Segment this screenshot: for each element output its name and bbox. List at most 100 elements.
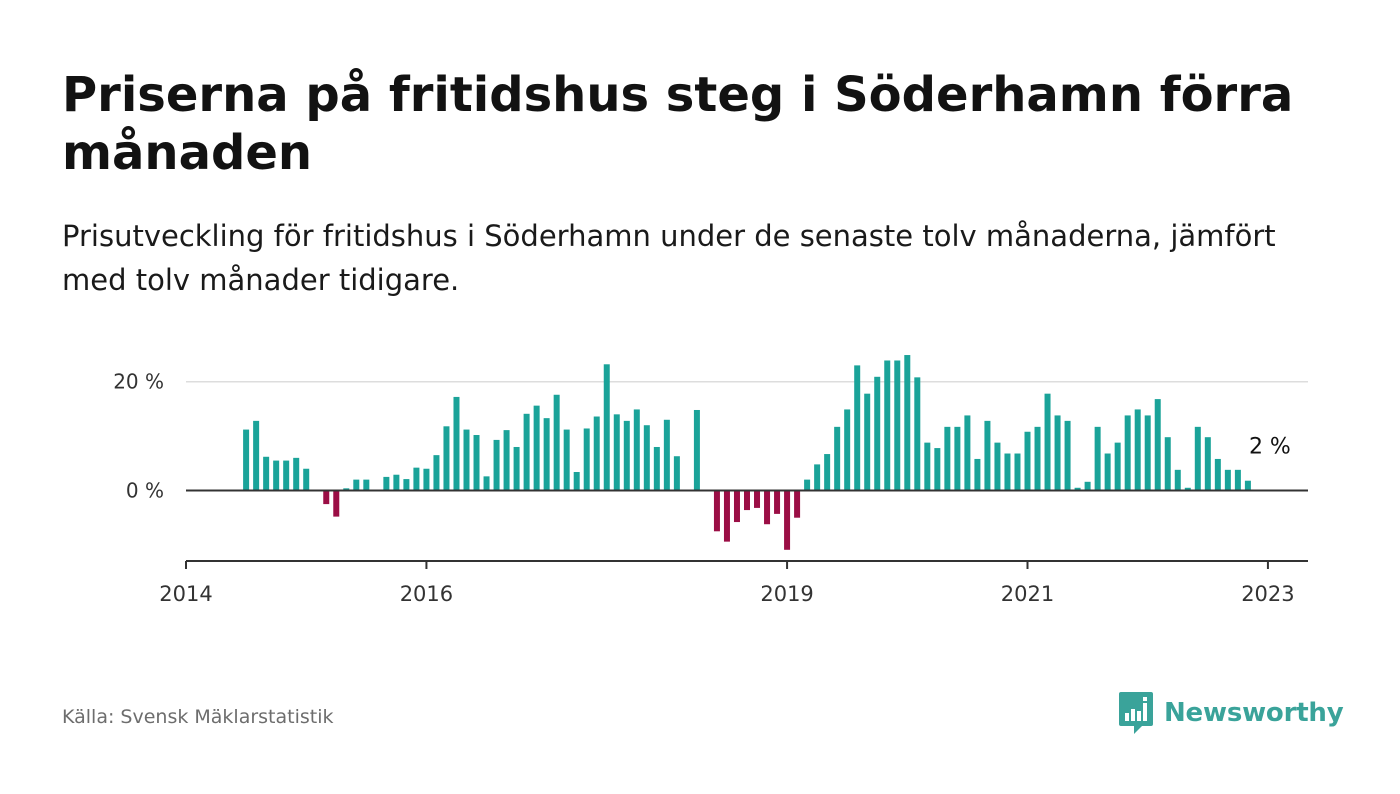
bar: [1194, 426, 1201, 491]
bar: [1064, 420, 1071, 491]
bar: [1014, 453, 1021, 491]
bar: [1084, 481, 1091, 491]
bar: [774, 490, 781, 514]
y-tick-label: 0 %: [126, 479, 164, 503]
bar: [954, 426, 961, 491]
bar: [904, 355, 911, 491]
bar: [1074, 487, 1081, 491]
bar: [1054, 415, 1061, 491]
bar: [944, 426, 951, 491]
bar: [874, 376, 881, 491]
bar: [1214, 458, 1221, 491]
bar: [1134, 409, 1141, 491]
bar: [553, 394, 560, 491]
y-axis-ticks: 0 % 20 %: [113, 370, 164, 503]
bar: [1124, 415, 1131, 491]
bar: [984, 420, 991, 491]
bar: [1234, 469, 1241, 491]
bar: [844, 409, 851, 491]
bar: [263, 456, 270, 491]
bar: [1044, 393, 1051, 491]
x-tick-label: 2014: [159, 582, 212, 606]
last-value-annotation: 2 %: [1249, 435, 1291, 460]
bar: [583, 428, 590, 491]
bar: [453, 396, 460, 491]
bar: [723, 490, 730, 542]
bar: [914, 377, 921, 491]
bar: [1244, 480, 1251, 491]
bar: [273, 460, 280, 491]
bar: [503, 430, 510, 491]
bar: [413, 467, 420, 491]
bar: [994, 442, 1001, 491]
bar: [593, 416, 600, 491]
bar: [1204, 437, 1211, 491]
bar: [673, 456, 680, 491]
bar: [283, 460, 290, 491]
bar: [303, 468, 310, 491]
bar: [473, 435, 480, 491]
bar: [383, 476, 390, 491]
bar: [443, 426, 450, 491]
bar: [533, 405, 540, 491]
bar: [744, 490, 750, 511]
bar: [523, 413, 530, 491]
bar: [623, 420, 630, 491]
chart-subtitle: Prisutveckling för fritidshus i Söderham…: [62, 219, 1276, 297]
bar: [784, 490, 791, 550]
bar: [393, 474, 400, 491]
bar: [513, 446, 520, 491]
bar: [754, 490, 761, 508]
bar: [1164, 437, 1171, 491]
bar: [1024, 431, 1031, 491]
bar: [693, 409, 700, 491]
bar: [563, 429, 570, 491]
bar: [804, 479, 811, 491]
bar: [243, 429, 250, 491]
bar: [1184, 487, 1191, 491]
bar: [323, 490, 330, 505]
bar: [573, 472, 580, 491]
bar: [643, 425, 650, 491]
bar: [1144, 415, 1151, 491]
bar: [1154, 399, 1161, 491]
bar: [663, 419, 670, 491]
bar: [293, 457, 300, 491]
bar: [613, 414, 620, 491]
bar: [764, 490, 771, 525]
bar: [924, 442, 931, 491]
source-note: Källa: Svensk Mäklarstatistik: [62, 706, 334, 728]
bar: [403, 479, 410, 491]
bar: [423, 468, 430, 491]
bar: [864, 393, 871, 491]
x-tick-label: 2023: [1241, 582, 1294, 606]
x-tick-label: 2019: [760, 582, 813, 606]
bar: [974, 458, 981, 491]
bar: [1224, 469, 1231, 491]
bar: [603, 364, 610, 491]
bar: [343, 488, 350, 491]
brand-logo[interactable]: Newsworthy: [1118, 690, 1344, 736]
bar: [1104, 453, 1111, 491]
bar: [1174, 469, 1181, 491]
bar: [884, 360, 891, 491]
bar: [733, 490, 740, 523]
bar: [1114, 442, 1121, 491]
x-axis-ticks: 2014 2016 2019 2021 2023: [159, 561, 1295, 606]
bar: [493, 439, 500, 491]
bar: [1034, 426, 1041, 491]
y-tick-label: 20 %: [113, 370, 164, 394]
newsworthy-logo-icon: [1119, 692, 1153, 734]
bar: [1094, 426, 1101, 491]
bar: [824, 454, 831, 491]
bar: [794, 490, 801, 518]
bar: [934, 448, 941, 491]
bar: [814, 464, 821, 491]
bar: [543, 418, 550, 491]
bar: [653, 446, 660, 491]
bar: [894, 360, 901, 491]
bar: [353, 479, 360, 491]
bar: [713, 490, 720, 532]
bar: [964, 415, 971, 491]
